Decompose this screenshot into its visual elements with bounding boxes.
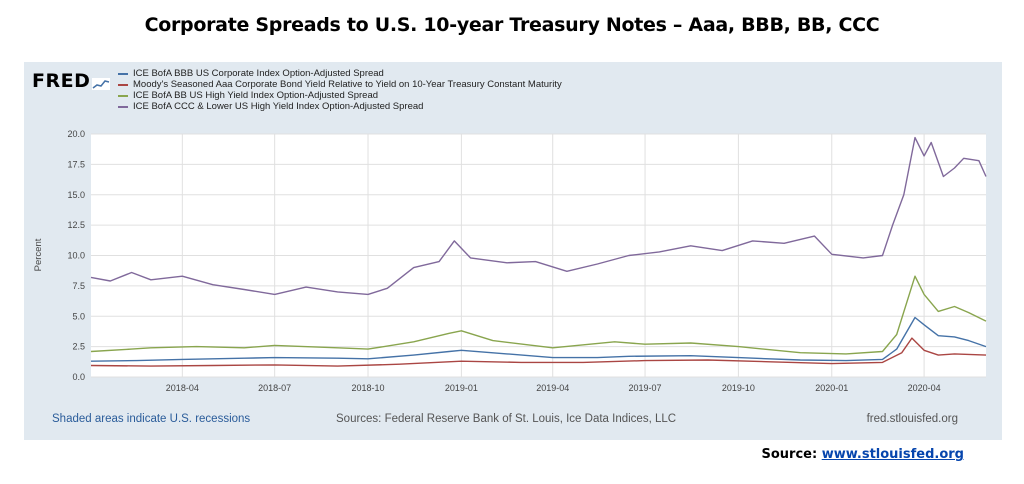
sources-note: Sources: Federal Reserve Bank of St. Lou… xyxy=(336,413,677,425)
x-tick-label: 2018-04 xyxy=(166,383,199,393)
fred-logo-text: FRED xyxy=(32,70,91,92)
legend-item-bbb[interactable]: ICE BofA BBB US Corporate Index Option-A… xyxy=(118,68,562,79)
page-title: Corporate Spreads to U.S. 10-year Treasu… xyxy=(144,14,880,36)
y-tick-label: 7.5 xyxy=(72,281,85,291)
x-axis-ticks: 2018-04 2018-07 2018-10 2019-01 2019-04 2019-… xyxy=(166,383,941,393)
y-tick-label: 12.5 xyxy=(67,220,85,230)
series-line-1 xyxy=(90,316,987,362)
legend-label: ICE BofA BBB US Corporate Index Option-A… xyxy=(133,68,384,79)
fred-site[interactable]: fred.stlouisfed.org xyxy=(866,413,958,425)
y-tick-label: 15.0 xyxy=(67,190,85,200)
source-link[interactable]: www.stlouisfed.org xyxy=(821,447,964,462)
chart-line-icon xyxy=(92,78,111,90)
y-tick-label: 2.5 xyxy=(72,342,85,352)
source-label: Source: xyxy=(761,447,818,462)
y-axis-label: Percent xyxy=(33,238,44,271)
source-line: Source: www.stlouisfed.org xyxy=(761,447,964,462)
legend-item-ccc[interactable]: ICE BofA CCC & Lower US High Yield Index… xyxy=(118,101,562,112)
series-line-2 xyxy=(90,337,987,367)
x-tick-label: 2019-07 xyxy=(629,383,662,393)
legend-label: ICE BofA BB US High Yield Index Option-A… xyxy=(133,90,379,101)
x-tick-label: 2020-01 xyxy=(815,383,848,393)
x-tick-label: 2018-10 xyxy=(352,383,385,393)
x-tick-label: 2020-04 xyxy=(908,383,941,393)
legend-item-aaa[interactable]: Moody's Seasoned Aaa Corporate Bond Yiel… xyxy=(118,79,562,90)
x-tick-label: 2018-07 xyxy=(258,383,291,393)
y-axis-ticks: 0.0 2.5 5.0 7.5 10.0 12.5 15.0 17.5 20.0 xyxy=(67,129,85,382)
x-tick-label: 2019-01 xyxy=(445,383,478,393)
legend-swatch xyxy=(118,94,128,97)
grid-lines xyxy=(91,133,986,378)
recession-note[interactable]: Shaded areas indicate U.S. recessions xyxy=(52,413,251,425)
legend-label: Moody's Seasoned Aaa Corporate Bond Yiel… xyxy=(133,79,562,90)
y-tick-label: 20.0 xyxy=(67,129,85,139)
series-line-3 xyxy=(90,275,987,355)
chart-legend: ICE BofA BBB US Corporate Index Option-A… xyxy=(118,68,562,112)
y-tick-label: 5.0 xyxy=(72,311,85,321)
legend-label: ICE BofA CCC & Lower US High Yield Index… xyxy=(133,101,424,112)
y-tick-label: 17.5 xyxy=(67,159,85,169)
series-lines xyxy=(90,136,987,367)
line-chart: 0.0 2.5 5.0 7.5 10.0 12.5 15.0 17.5 20.0 2018-04… xyxy=(33,129,987,393)
legend-item-bb[interactable]: ICE BofA BB US High Yield Index Option-A… xyxy=(118,90,562,101)
legend-swatch xyxy=(118,72,128,75)
series-line-4 xyxy=(90,136,987,296)
x-tick-label: 2019-10 xyxy=(722,383,755,393)
fred-chart-panel: FRED ICE BofA BBB US Corporate Index Opt… xyxy=(24,62,1002,440)
legend-swatch xyxy=(118,83,128,86)
x-tick-label: 2019-04 xyxy=(536,383,569,393)
legend-swatch xyxy=(118,105,128,108)
fred-logo[interactable]: FRED xyxy=(32,68,111,92)
y-tick-label: 0.0 xyxy=(72,372,85,382)
y-tick-label: 10.0 xyxy=(67,251,85,261)
